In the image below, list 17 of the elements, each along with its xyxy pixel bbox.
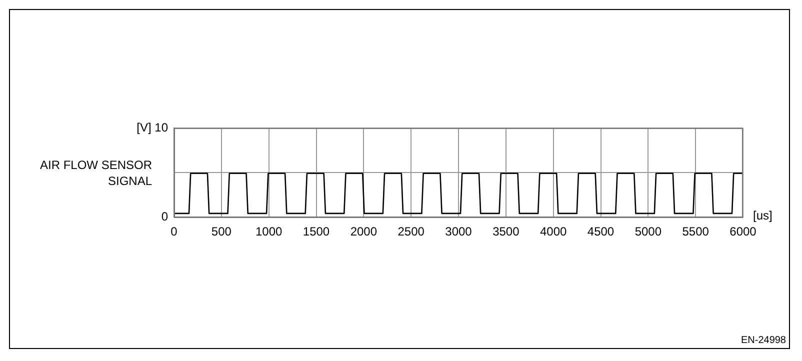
- x-tick-label: 5500: [682, 224, 710, 239]
- x-tick-label: 2000: [350, 224, 378, 239]
- x-tick-label: 5000: [634, 224, 662, 239]
- x-tick-label: 2500: [398, 224, 425, 239]
- x-tick-label: 0: [170, 224, 178, 239]
- x-tick-label: 500: [211, 224, 232, 239]
- x-tick-label: 4500: [587, 224, 614, 239]
- x-tick-label: 3000: [445, 224, 472, 239]
- x-axis-title: [us]: [753, 208, 772, 222]
- x-tick-label: 6000: [730, 224, 757, 239]
- y-tick-label: [V] 10: [136, 120, 168, 134]
- text: EN-24998: [740, 335, 786, 346]
- x-tick-label: 1500: [302, 224, 330, 239]
- x-tick-label: 3500: [492, 224, 520, 239]
- y-axis-title: AIR FLOW SENSOR SIGNAL: [38, 157, 152, 189]
- x-tick-label: 4000: [540, 224, 568, 239]
- x-tick-label: 1000: [255, 224, 283, 239]
